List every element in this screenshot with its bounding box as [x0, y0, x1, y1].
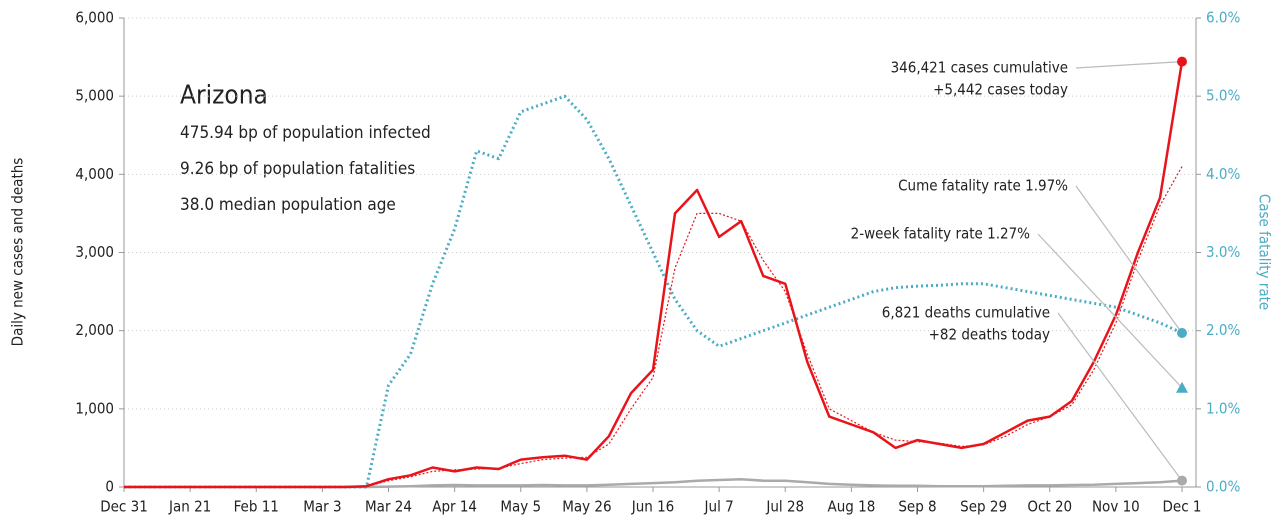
annotation-text: 6,821 deaths cumulative — [882, 304, 1050, 322]
annotation-marker — [1177, 475, 1187, 486]
y2-tick-label: 4.0% — [1206, 165, 1240, 183]
series-line — [124, 61, 1184, 489]
x-tick-label: Nov 10 — [1092, 498, 1140, 516]
x-tick-label: Jul 28 — [765, 498, 804, 516]
x-tick-label: Apr 14 — [432, 498, 477, 516]
y2-tick-label: 0.0% — [1206, 478, 1240, 496]
x-tick-label: Dec 1 — [1163, 498, 1202, 516]
leader-line — [1037, 233, 1183, 389]
x-tick-label: Jun 16 — [631, 498, 675, 516]
y-tick-label: 0 — [105, 478, 114, 496]
y2-tick-label: 5.0% — [1206, 87, 1240, 105]
x-tick-label: May 26 — [562, 498, 611, 516]
y2-tick-label: 6.0% — [1206, 9, 1240, 27]
leader-line — [1075, 61, 1183, 69]
y-tick-label: 1,000 — [75, 399, 114, 417]
y-tick-label: 5,000 — [75, 87, 114, 105]
x-tick-label: Oct 20 — [1027, 498, 1072, 516]
x-tick-label: May 5 — [500, 498, 541, 516]
y-tick-label: 3,000 — [75, 243, 114, 261]
y-tick-label: 2,000 — [75, 321, 114, 339]
y2-tick-label: 3.0% — [1206, 243, 1240, 261]
series-line — [124, 94, 1183, 489]
y2-tick-label: 2.0% — [1206, 321, 1240, 339]
leader-line — [1057, 312, 1183, 481]
info-line: 9.26 bp of population fatalities — [180, 159, 415, 179]
x-tick-label: Dec 31 — [100, 498, 148, 516]
y-tick-label: 4,000 — [75, 165, 114, 183]
annotation-text: +5,442 cases today — [933, 81, 1068, 99]
annotation-marker — [1176, 381, 1188, 393]
y2-tick-label: 1.0% — [1206, 399, 1240, 417]
info-title: Arizona — [180, 81, 268, 111]
x-tick-label: Mar 24 — [365, 498, 412, 516]
info-line: 38.0 median population age — [180, 195, 396, 215]
leader-line — [1075, 185, 1183, 334]
annotation-text: Cume fatality rate 1.97% — [898, 177, 1068, 195]
y2-axis-label: Case fatality rate — [1256, 194, 1274, 310]
info-line: 475.94 bp of population infected — [180, 123, 431, 143]
x-tick-label: Sep 29 — [960, 498, 1007, 516]
x-tick-label: Jan 21 — [168, 498, 211, 516]
annotation-marker — [1177, 56, 1187, 67]
y-tick-label: 6,000 — [75, 9, 114, 27]
annotation-text: 2-week fatality rate 1.27% — [851, 225, 1031, 243]
annotation-text: 346,421 cases cumulative — [891, 59, 1068, 77]
annotation-marker — [1177, 328, 1187, 339]
x-tick-label: Sep 8 — [898, 498, 936, 516]
y-axis-label: Daily new cases and deaths — [9, 158, 27, 347]
x-tick-label: Mar 3 — [303, 498, 341, 516]
x-tick-label: Aug 18 — [827, 498, 875, 516]
annotation-text: +82 deaths today — [929, 326, 1050, 344]
x-tick-label: Feb 11 — [234, 498, 279, 516]
x-tick-label: Jul 7 — [704, 498, 734, 516]
